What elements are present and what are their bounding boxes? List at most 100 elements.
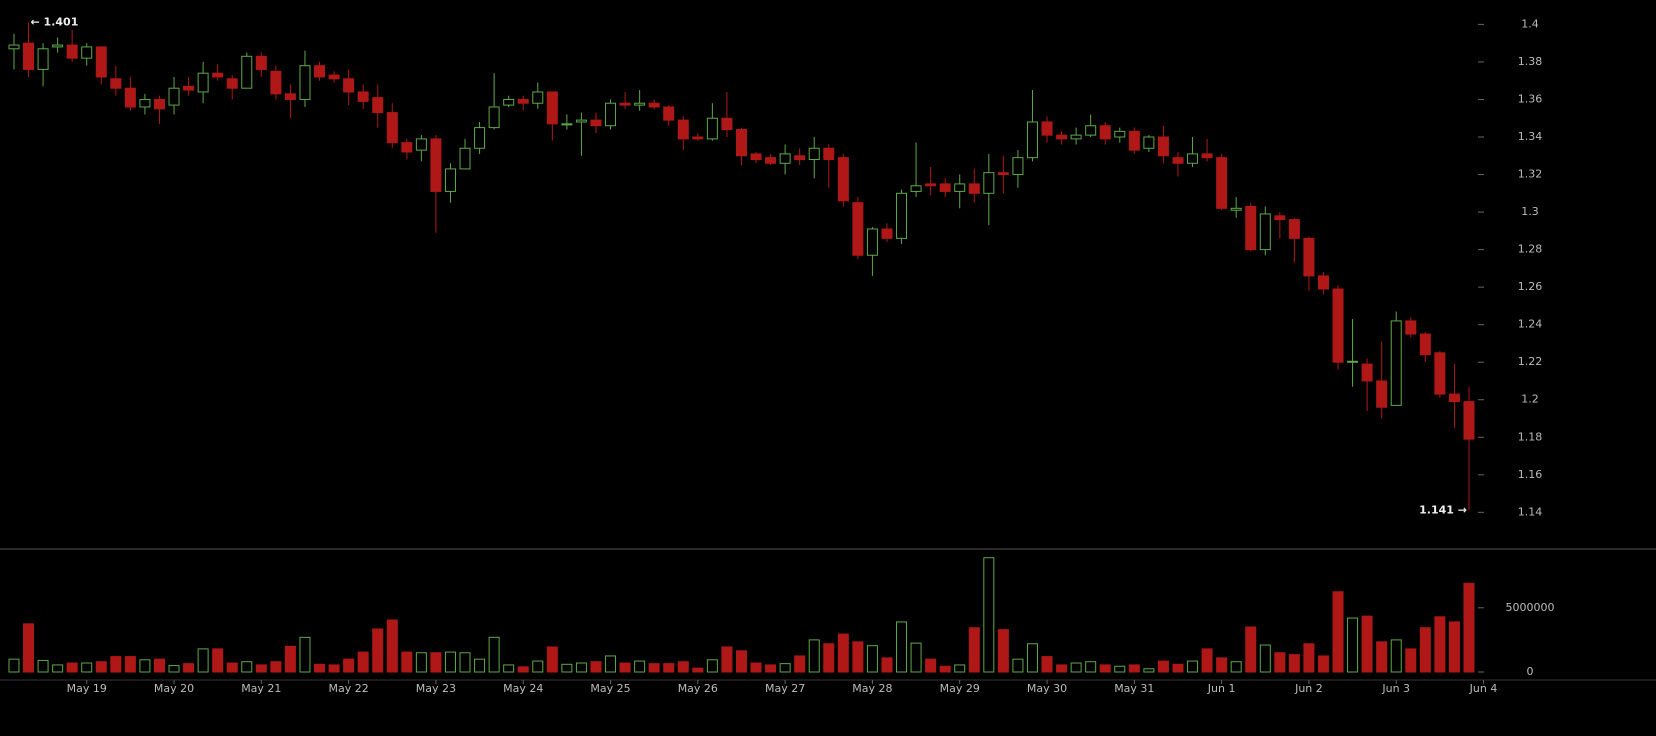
candle-body bbox=[1187, 153, 1199, 164]
x-tick-label: Jun 1 bbox=[1207, 682, 1236, 695]
volume-bar bbox=[1463, 582, 1475, 673]
y-tick-label: 1.36 bbox=[1518, 92, 1543, 105]
candle-body bbox=[372, 97, 384, 114]
volume-bar bbox=[110, 656, 122, 673]
volume-bar bbox=[270, 661, 282, 673]
y-tick-label: 1.14 bbox=[1518, 505, 1543, 518]
candle-body bbox=[561, 123, 573, 126]
candle-body bbox=[765, 157, 777, 164]
volume-bar bbox=[619, 662, 631, 673]
volume-bar bbox=[910, 642, 922, 673]
candle-body bbox=[1361, 363, 1373, 382]
y-tick-label: 1.3 bbox=[1521, 205, 1539, 218]
volume-bar bbox=[1099, 664, 1111, 673]
candle-body bbox=[866, 228, 878, 256]
candle-body bbox=[1259, 213, 1271, 251]
candle-body bbox=[212, 72, 224, 78]
volume-bar bbox=[241, 661, 253, 673]
candle-body bbox=[1288, 219, 1300, 239]
volume-bar bbox=[444, 651, 456, 673]
volume-bar bbox=[939, 665, 951, 673]
volume-bar bbox=[212, 648, 224, 673]
volume-bar bbox=[517, 666, 529, 673]
candle-body bbox=[1419, 333, 1431, 356]
y-tick-label: 1.26 bbox=[1518, 280, 1543, 293]
candle-body bbox=[139, 98, 151, 108]
volume-bar bbox=[735, 650, 747, 673]
volume-tick-label: 0 bbox=[1527, 665, 1534, 678]
candle-body bbox=[343, 78, 355, 93]
x-tick-label: May 26 bbox=[678, 682, 718, 695]
candle-body bbox=[706, 117, 718, 140]
candle-body bbox=[183, 85, 195, 91]
volume-bar bbox=[1114, 665, 1126, 673]
volume-bar bbox=[1056, 664, 1068, 673]
volume-bar bbox=[255, 664, 267, 673]
y-tick-label: 1.16 bbox=[1518, 468, 1543, 481]
volume-bar bbox=[837, 633, 849, 673]
candle-body bbox=[1128, 130, 1140, 151]
candle-body bbox=[954, 183, 966, 192]
candle-body bbox=[997, 172, 1009, 176]
candle-body bbox=[1172, 157, 1184, 164]
candle-body bbox=[52, 44, 64, 48]
volume-bar bbox=[226, 662, 238, 673]
candle-body bbox=[1390, 320, 1402, 406]
candle-body bbox=[1332, 288, 1344, 363]
volume-bar bbox=[488, 636, 500, 673]
volume-bar bbox=[1041, 656, 1053, 673]
volume-bar bbox=[1085, 661, 1097, 673]
candle-body bbox=[328, 74, 340, 80]
y-tick-label: 1.32 bbox=[1518, 168, 1543, 181]
candle-body bbox=[503, 98, 515, 106]
volume-bar bbox=[1187, 660, 1199, 673]
candle-body bbox=[794, 155, 806, 161]
volume-bar bbox=[66, 662, 78, 673]
candle-body bbox=[1347, 360, 1359, 363]
volume-bar bbox=[284, 645, 296, 673]
candle-body bbox=[663, 106, 675, 121]
volume-bar bbox=[605, 655, 617, 673]
volume-bar bbox=[386, 619, 398, 673]
candle-body bbox=[386, 112, 398, 144]
candle-body bbox=[1245, 205, 1257, 251]
candle-body bbox=[255, 55, 267, 70]
x-tick-label: Jun 3 bbox=[1381, 682, 1410, 695]
volume-bar bbox=[8, 658, 20, 673]
volume-bar bbox=[1347, 617, 1359, 673]
volume-bar bbox=[139, 659, 151, 673]
candle-body bbox=[1201, 153, 1213, 159]
candle-body bbox=[1012, 157, 1024, 176]
y-tick-label: 1.28 bbox=[1518, 243, 1543, 256]
volume-tick-label: 5000000 bbox=[1506, 601, 1555, 614]
volume-bar bbox=[706, 659, 718, 673]
volume-bar bbox=[299, 636, 311, 673]
x-tick-label: May 22 bbox=[329, 682, 369, 695]
candle-body bbox=[575, 119, 587, 123]
volume-bar bbox=[750, 662, 762, 673]
volume-bar bbox=[575, 662, 587, 673]
volume-bar bbox=[925, 658, 937, 673]
volume-bar bbox=[372, 628, 384, 673]
candle-body bbox=[605, 102, 617, 127]
candle-body bbox=[517, 98, 529, 104]
candle-body bbox=[1099, 125, 1111, 140]
volume-bar bbox=[896, 621, 908, 673]
volume-bar bbox=[1376, 641, 1388, 673]
candle-body bbox=[415, 138, 427, 151]
volume-bar bbox=[866, 645, 878, 673]
volume-bar bbox=[1143, 668, 1155, 673]
candle-body bbox=[430, 138, 442, 192]
price-annotation: 1.141 → bbox=[1419, 503, 1467, 516]
candle-body bbox=[837, 157, 849, 202]
volume-bar bbox=[1026, 643, 1038, 673]
candle-body bbox=[546, 91, 558, 125]
candle-body bbox=[241, 55, 253, 89]
candle-body bbox=[648, 102, 660, 108]
volume-bar bbox=[95, 661, 107, 673]
candle-body bbox=[692, 136, 704, 140]
volume-bar bbox=[503, 664, 515, 673]
volume-bar bbox=[1448, 621, 1460, 673]
candle-body bbox=[66, 44, 78, 59]
y-tick-label: 1.22 bbox=[1518, 355, 1543, 368]
